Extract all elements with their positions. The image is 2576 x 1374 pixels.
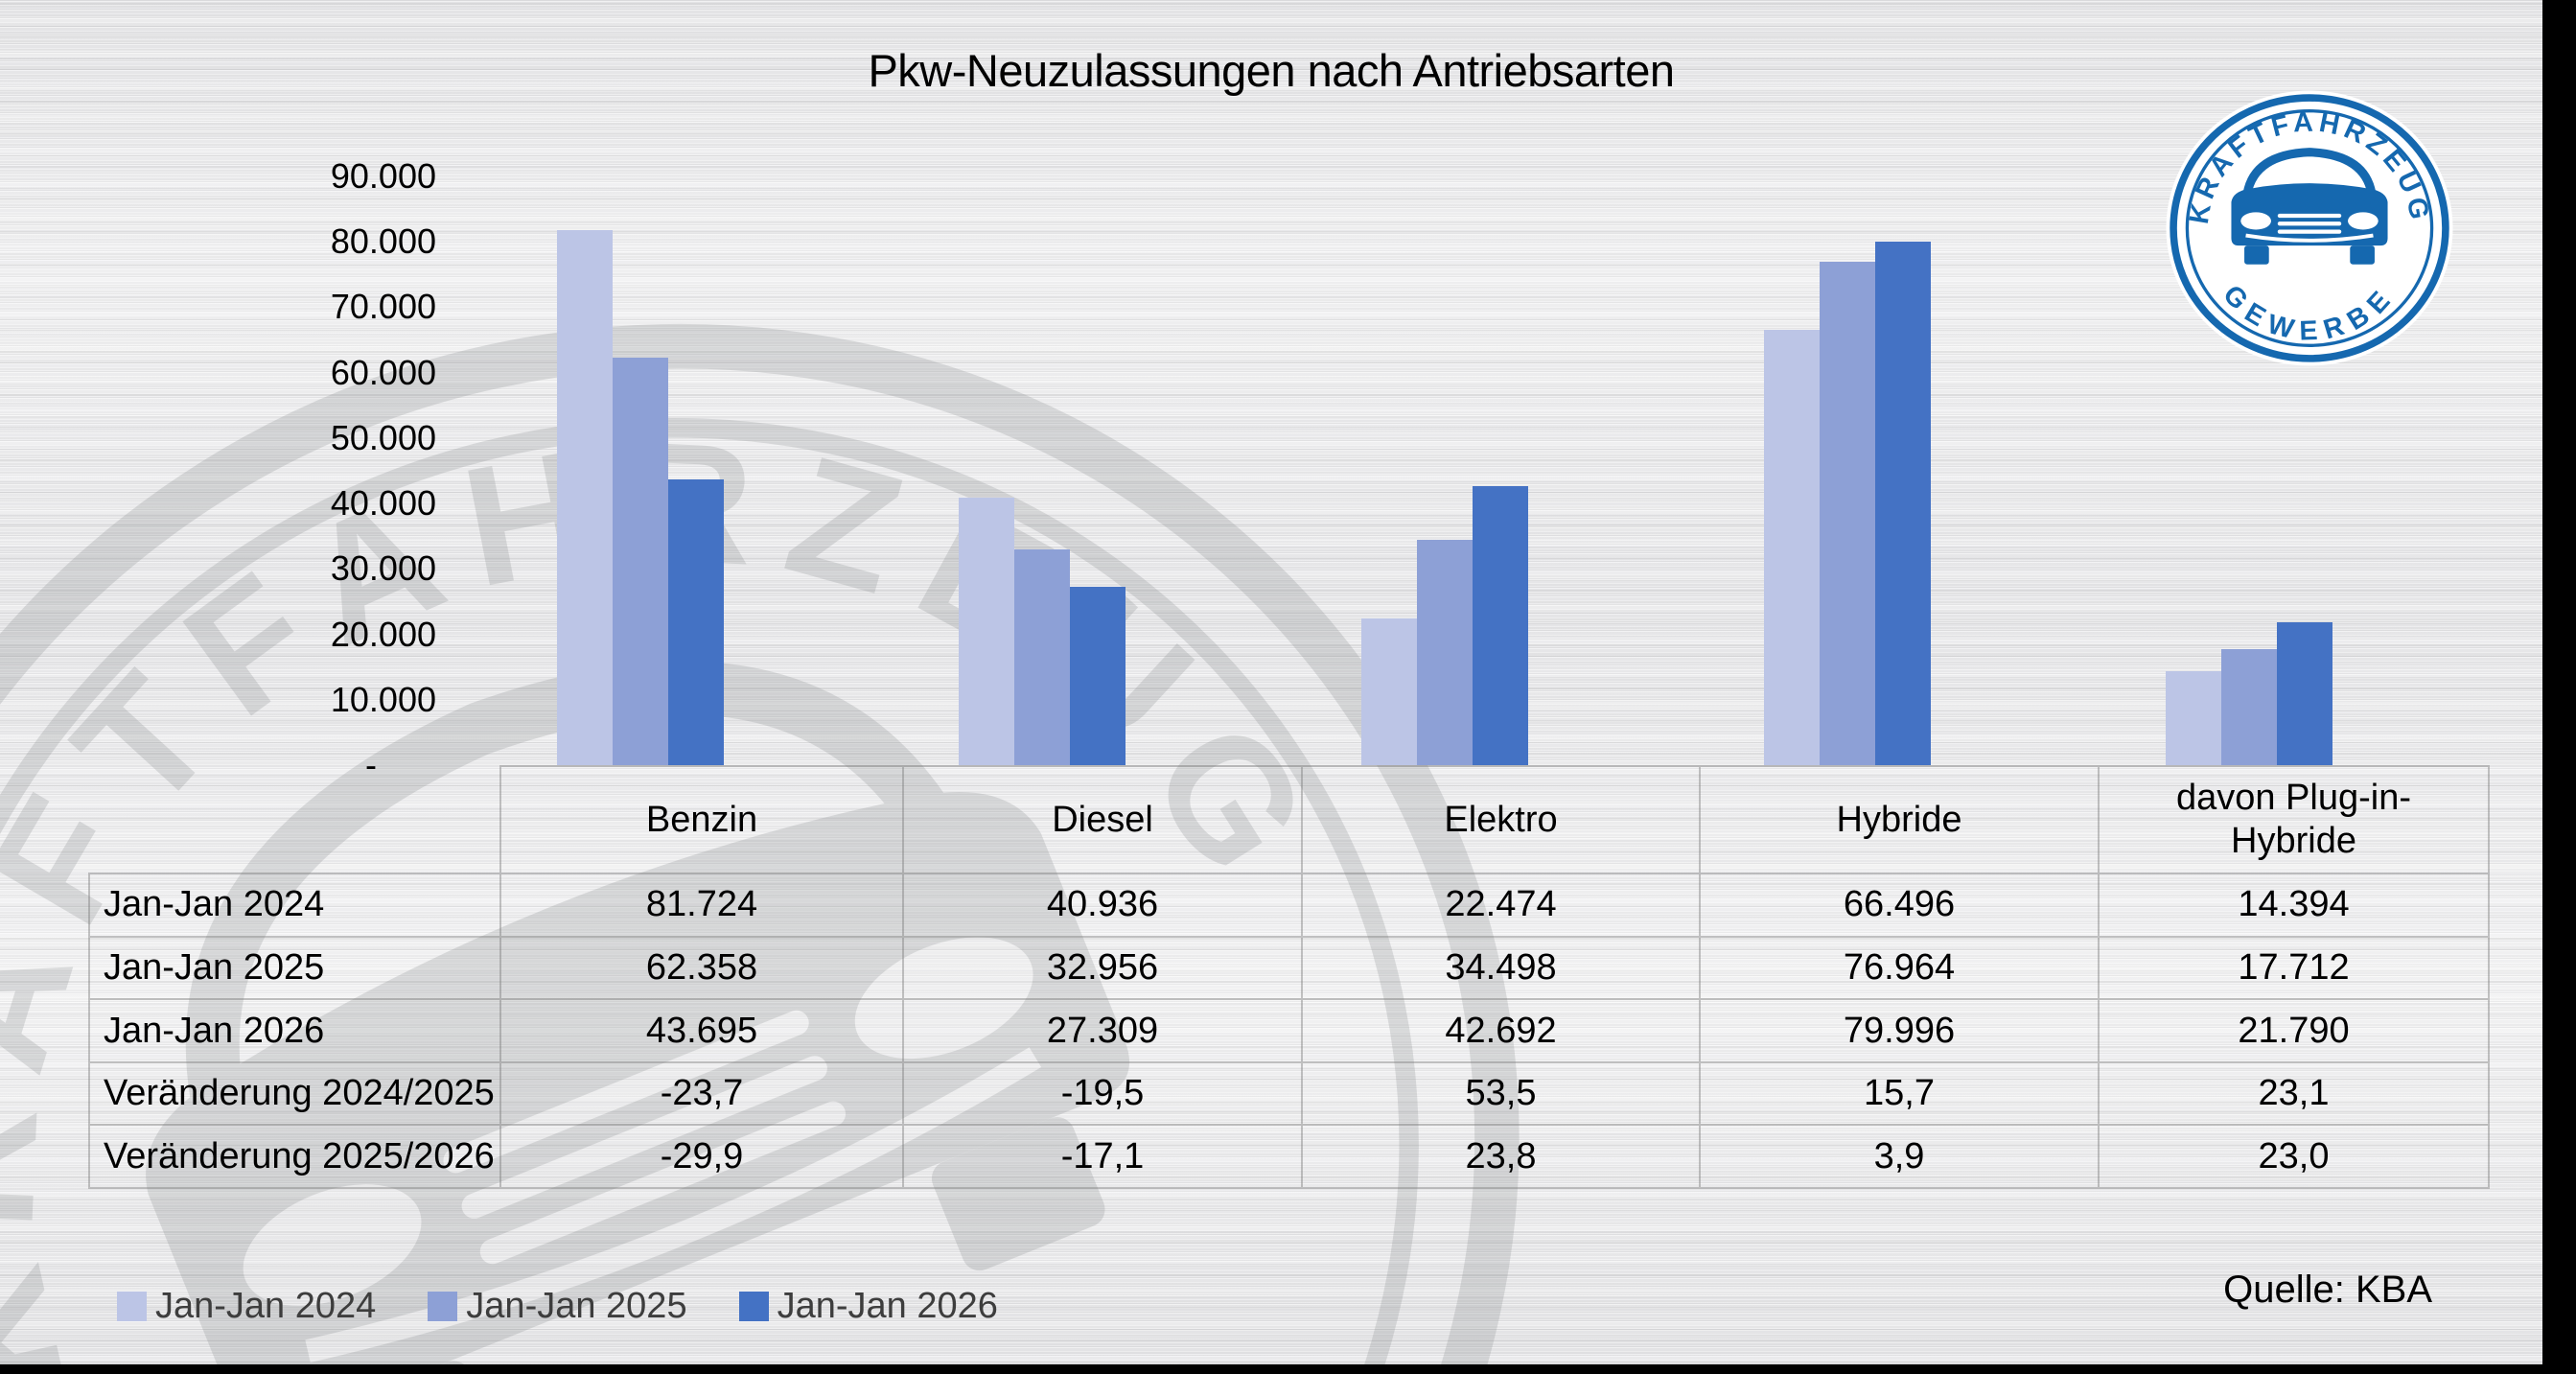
table-value-cell: 40.936 xyxy=(904,874,1303,938)
legend: Jan-Jan 2024 Jan-Jan 2025 Jan-Jan 2026 xyxy=(117,1286,998,1327)
category-slot-Hybride xyxy=(1646,176,2049,765)
table-value-cell: 23,8 xyxy=(1303,1126,1701,1189)
table-column-header: Diesel xyxy=(904,765,1303,874)
bar-jan-jan-2026-2 xyxy=(1472,486,1528,765)
bar-jan-jan-2024-4 xyxy=(2166,671,2222,765)
y-tick-label: - xyxy=(365,744,377,784)
table-column-header: Hybride xyxy=(1701,765,2100,874)
table-value-cell: 62.358 xyxy=(501,937,904,1001)
table-value-cell: 43.695 xyxy=(501,1000,904,1063)
chart-title: Pkw-Neuzulassungen nach Antriebsarten xyxy=(868,45,1675,96)
y-tick-label: 30.000 xyxy=(330,548,436,589)
table-value-cell: 27.309 xyxy=(904,1000,1303,1063)
table-value-cell: 34.498 xyxy=(1303,937,1701,1001)
bar-jan-jan-2024-3 xyxy=(1763,330,1820,765)
plot-area xyxy=(439,176,2450,765)
y-tick-label: 60.000 xyxy=(330,352,436,392)
y-tick-label: 70.000 xyxy=(330,287,436,327)
table-value-cell: 79.996 xyxy=(1701,1000,2100,1063)
table-column-header: Elektro xyxy=(1303,765,1701,874)
bar-jan-jan-2024-1 xyxy=(959,498,1015,765)
table-value-cell: -19,5 xyxy=(904,1062,1303,1127)
table-row-label: Veränderung 2024/2025 xyxy=(88,1062,501,1127)
table-value-cell: 3,9 xyxy=(1701,1126,2100,1189)
legend-item: Jan-Jan 2024 xyxy=(117,1286,376,1327)
table-value-cell: 53,5 xyxy=(1303,1062,1701,1127)
table-value-cell: 23,0 xyxy=(2100,1126,2490,1189)
table-column-header: Benzin xyxy=(501,765,904,874)
legend-swatch xyxy=(428,1292,458,1321)
legend-item: Jan-Jan 2026 xyxy=(738,1286,998,1327)
kfz-gewerbe-logo: KRAFTFAHRZEUG GEWERBE xyxy=(2166,90,2453,366)
y-tick-label: 50.000 xyxy=(330,417,436,457)
bar-jan-jan-2025-0 xyxy=(612,358,668,765)
table-value-cell: 14.394 xyxy=(2100,874,2490,938)
legend-label: Jan-Jan 2024 xyxy=(155,1286,377,1326)
table-value-cell: 21.790 xyxy=(2100,1000,2490,1063)
bar-jan-jan-2026-4 xyxy=(2277,622,2333,765)
legend-swatch xyxy=(738,1292,769,1321)
bar-jan-jan-2024-0 xyxy=(556,230,613,765)
car-icon xyxy=(2231,148,2388,265)
table-value-cell: -17,1 xyxy=(904,1126,1303,1189)
bar-jan-jan-2025-1 xyxy=(1014,549,1071,765)
bar-jan-jan-2025-3 xyxy=(1819,262,1875,765)
data-table: Benzin Diesel Elektro Hybride davon Plug-in-… xyxy=(88,765,2490,1189)
table-value-cell: -29,9 xyxy=(501,1126,904,1189)
bar-jan-jan-2024-2 xyxy=(1360,618,1417,765)
category-slot-Benzin xyxy=(439,176,842,765)
watermark-car-icon xyxy=(146,661,1130,1374)
bar-jan-jan-2025-4 xyxy=(2221,649,2278,765)
category-slot-Elektro xyxy=(1243,176,1646,765)
table-value-cell: 23,1 xyxy=(2100,1062,2490,1127)
bar-jan-jan-2025-2 xyxy=(1416,540,1473,765)
table-value-cell: -23,7 xyxy=(501,1062,904,1127)
bar-jan-jan-2026-3 xyxy=(1874,242,1931,765)
table-row-label: Jan-Jan 2025 xyxy=(88,937,501,1001)
table-value-cell: 81.724 xyxy=(501,874,904,938)
table-value-cell: 42.692 xyxy=(1303,1000,1701,1063)
y-axis: 90.000 80.000 70.000 60.000 50.000 40.000 30.0… xyxy=(149,0,436,863)
y-tick-label: 40.000 xyxy=(330,483,436,524)
legend-item: Jan-Jan 2025 xyxy=(428,1286,687,1327)
legend-label: Jan-Jan 2025 xyxy=(466,1286,687,1326)
watermark-logo: KRAFTFAHRZEUG GEWERBE xyxy=(0,174,1520,1374)
y-tick-label: 90.000 xyxy=(330,156,436,196)
table-row-label: Jan-Jan 2024 xyxy=(88,874,501,938)
legend-swatch xyxy=(117,1292,147,1321)
y-tick-label: 80.000 xyxy=(330,221,436,262)
table-value-cell: 15,7 xyxy=(1701,1062,2100,1127)
category-slot-davon Plug-in-Hybride xyxy=(2048,176,2450,765)
table-row-label: Veränderung 2025/2026 xyxy=(88,1126,501,1189)
legend-label: Jan-Jan 2026 xyxy=(777,1286,998,1326)
table-row-label: Jan-Jan 2026 xyxy=(88,1000,501,1063)
bottom-black-edge xyxy=(0,1364,2576,1374)
category-slot-Diesel xyxy=(842,176,1244,765)
table-value-cell: 76.964 xyxy=(1701,937,2100,1001)
table-value-cell: 22.474 xyxy=(1303,874,1701,938)
y-tick-label: 20.000 xyxy=(330,614,436,654)
bar-jan-jan-2026-1 xyxy=(1070,587,1126,765)
table-value-cell: 32.956 xyxy=(904,937,1303,1001)
table-corner-cell xyxy=(88,765,501,874)
table-column-header: davon Plug-in-Hybride xyxy=(2100,765,2490,874)
y-tick-label: 10.000 xyxy=(330,679,436,719)
table-value-cell: 66.496 xyxy=(1701,874,2100,938)
source-label: Quelle: KBA xyxy=(2223,1269,2432,1311)
table-value-cell: 17.712 xyxy=(2100,937,2490,1001)
bar-jan-jan-2026-0 xyxy=(667,479,724,765)
right-black-edge xyxy=(2542,0,2576,1374)
